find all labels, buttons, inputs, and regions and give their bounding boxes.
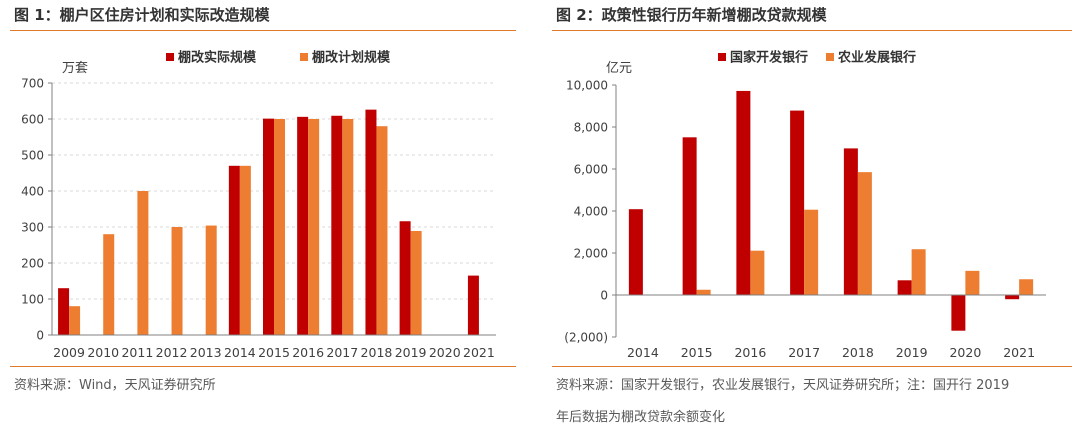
chart2-bar-2018-series2	[857, 172, 872, 295]
chart1-x-tick-label: 2010	[87, 345, 119, 360]
chart1-legend-swatch-1	[166, 53, 174, 61]
chart2-bar-2020-series1	[951, 295, 966, 331]
chart1-x-tick-label: 2020	[429, 345, 461, 360]
chart1-y-tick-label: 100	[21, 293, 44, 307]
chart2-legend-label-2: 农业发展银行	[837, 50, 916, 66]
chart1-legend-label-2: 棚改计划规模	[312, 50, 391, 66]
chart1-bar-2013-series2	[205, 225, 217, 335]
chart1-y-tick-label: 600	[21, 113, 44, 127]
chart1-bar-2016-series1	[297, 116, 309, 335]
chart1-x-tick-label: 2021	[463, 345, 495, 360]
chart2-x-tick-label: 2018	[842, 345, 874, 360]
chart2-bar-2017-series2	[804, 209, 819, 295]
chart2-bar-2019-series1	[897, 280, 912, 295]
chart1-bar-2021-series1	[467, 275, 479, 335]
chart1-y-tick-label: 200	[21, 257, 44, 271]
chart1-bar-2019-series2	[410, 230, 422, 335]
chart2-bar-2016-series2	[750, 250, 765, 295]
chart1-y-tick-label: 400	[21, 185, 44, 199]
chart2-y-tick-label: 10,000	[566, 79, 608, 93]
chart2-title: 图 2：政策性银行历年新增棚改贷款规模	[556, 6, 827, 24]
chart2-title-rule	[552, 30, 1072, 31]
chart2-legend-swatch-2	[826, 53, 834, 61]
chart1-bar-2010-series2	[103, 234, 115, 335]
chart2-bar-2016-series1	[736, 90, 751, 296]
chart1-bar-2009-series1	[58, 288, 70, 335]
chart1-x-tick-label: 2019	[395, 345, 427, 360]
chart2-x-tick-label: 2020	[949, 345, 981, 360]
chart1-bar-2017-series2	[342, 119, 354, 335]
chart1-bar-2017-series1	[331, 115, 343, 335]
chart1-y-unit-label: 万套	[62, 60, 88, 76]
chart1-bar-2011-series2	[137, 191, 149, 335]
chart1-x-tick-label: 2015	[258, 345, 290, 360]
chart2-bar-2015-series1	[682, 137, 697, 295]
chart2-y-tick-label: 2,000	[574, 247, 608, 261]
chart2-y-tick-label: 4,000	[574, 205, 608, 219]
chart2-legend-label-1: 国家开发银行	[730, 50, 808, 66]
chart1-bar-2018-series2	[376, 126, 388, 335]
chart2-bar-2018-series1	[843, 148, 858, 295]
chart2-source-line1: 资料来源：国家开发银行，农业发展银行，天风证券研究所；注：国开行 2019	[556, 378, 1010, 393]
chart1-source: 资料来源：Wind，天风证券研究所	[14, 378, 216, 393]
chart1-title-rule	[10, 30, 516, 31]
chart1-x-tick-label: 2013	[190, 345, 222, 360]
chart2-bottom-rule	[552, 366, 1072, 367]
chart1-bar-2019-series1	[399, 221, 411, 335]
chart2-bar-2015-series2	[696, 289, 711, 295]
chart1-bar-2014-series1	[228, 165, 240, 335]
chart1-y-tick-label: 300	[21, 221, 44, 235]
chart2-y-tick-label: (2,000)	[564, 331, 608, 345]
chart1-x-tick-label: 2018	[361, 345, 393, 360]
chart1-bar-2018-series1	[365, 109, 377, 335]
chart2-x-tick-label: 2021	[1003, 345, 1035, 360]
chart2-x-tick-label: 2014	[627, 345, 659, 360]
chart2-y-tick-label: 0	[600, 289, 608, 303]
chart2-y-tick-label: 8,000	[574, 121, 608, 135]
chart2-bar-2017-series1	[790, 110, 805, 295]
chart2-x-tick-label: 2017	[788, 345, 820, 360]
chart2-x-tick-label: 2015	[681, 345, 713, 360]
chart1-legend-swatch-2	[300, 53, 308, 61]
chart2-bar-2019-series2	[911, 249, 926, 295]
chart1-y-tick-label: 700	[21, 77, 44, 91]
chart1-y-tick-label: 0	[36, 329, 44, 343]
chart1-bar-2014-series2	[239, 165, 251, 335]
chart1-x-tick-label: 2009	[53, 345, 85, 360]
chart1-x-tick-label: 2014	[224, 345, 256, 360]
chart1-legend-label-1: 棚改实际规模	[178, 50, 257, 66]
chart1-bar-2015-series1	[263, 118, 274, 335]
chart2-y-unit-label: 亿元	[606, 61, 632, 76]
chart1-x-tick-label: 2012	[156, 345, 188, 360]
chart2-bar-2014-series1	[628, 209, 643, 295]
chart1-title: 图 1：棚户区住房计划和实际改造规模	[14, 6, 270, 24]
chart1-x-tick-label: 2017	[326, 345, 358, 360]
chart2-source-line2: 年后数据为棚改贷款余额变化	[556, 410, 726, 425]
chart2-x-tick-label: 2016	[734, 345, 766, 360]
chart1-y-tick-label: 500	[21, 149, 44, 163]
chart1-x-tick-label: 2011	[121, 345, 153, 360]
chart2-bar-2021-series2	[1019, 279, 1034, 295]
chart1-bar-2015-series2	[274, 119, 285, 335]
chart2-bar-2020-series2	[965, 270, 980, 295]
chart2-x-tick-label: 2019	[896, 345, 928, 360]
chart1-bottom-rule	[10, 366, 516, 367]
chart1-bar-2009-series2	[69, 306, 81, 335]
chart1-bar-2012-series2	[171, 227, 183, 335]
chart2-bar-2021-series1	[1005, 295, 1020, 300]
chart2-legend-swatch-1	[718, 53, 726, 61]
chart1-bar-2016-series2	[308, 119, 320, 335]
chart2-y-tick-label: 6,000	[574, 163, 608, 177]
chart1-x-tick-label: 2016	[292, 345, 324, 360]
